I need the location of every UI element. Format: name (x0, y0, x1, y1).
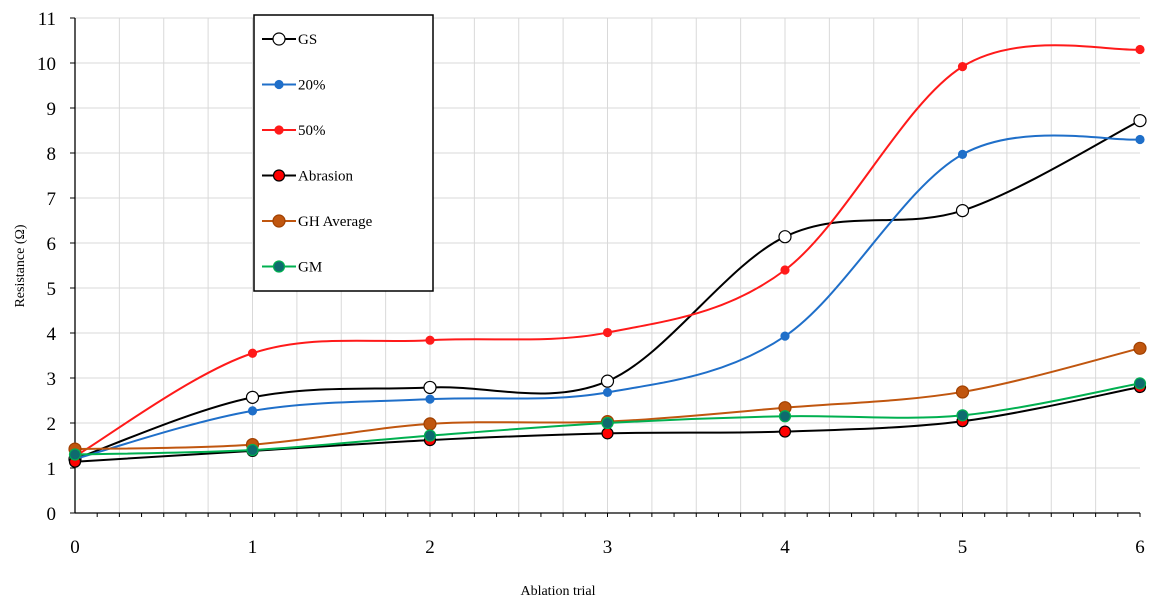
data-point (423, 380, 437, 395)
data-point (957, 149, 968, 159)
legend-label: GM (298, 260, 322, 276)
y-tick-label: 9 (47, 99, 57, 120)
legend-label: 50% (298, 123, 326, 139)
data-point (1135, 44, 1145, 55)
data-point (423, 417, 437, 431)
y-tick-label: 3 (47, 369, 57, 390)
data-point (425, 335, 435, 345)
data-point (955, 385, 970, 399)
y-tick-labels: 0 1 2 3 4 5 6 7 8 9 10 11 (37, 9, 57, 525)
y-tick-label: 6 (47, 234, 57, 255)
data-point (602, 387, 613, 397)
data-point (955, 204, 970, 218)
y-axis-title: Resistance (Ω) (13, 224, 28, 307)
x-tick-label: 0 (70, 537, 80, 558)
y-tick-label: 4 (47, 324, 57, 345)
data-point (601, 416, 614, 430)
y-tick-label: 1 (47, 459, 57, 480)
legend-swatch-marker (274, 79, 284, 90)
x-tick-labels: 0 1 2 3 4 5 6 (70, 537, 1145, 558)
legend-item: 50% (262, 123, 326, 139)
x-tick-label: 1 (248, 537, 258, 558)
y-tick-label: 8 (47, 144, 57, 165)
legend-swatch-marker (272, 214, 286, 228)
series-gm (68, 377, 1147, 461)
data-point (247, 348, 258, 358)
legend: GS 20% 50% Abrasion GH Average GM (253, 14, 434, 292)
y-tick-label: 5 (47, 279, 57, 300)
legend-box (253, 14, 434, 292)
y-tick-label: 11 (38, 9, 56, 30)
legend-label: GS (298, 32, 317, 48)
legend-swatch-marker (272, 260, 286, 273)
legend-label: 20% (298, 78, 326, 94)
legend-swatch-marker (274, 125, 284, 135)
series-layer (68, 44, 1147, 468)
data-point (780, 331, 790, 341)
data-point (423, 429, 437, 442)
legend-item: GS (262, 32, 317, 48)
y-tick-label: 0 (47, 504, 57, 525)
axes (70, 17, 1141, 517)
data-point (247, 406, 258, 416)
y-tick-label: 2 (47, 414, 57, 435)
data-point (1133, 113, 1147, 128)
data-point (778, 425, 792, 438)
legend-swatch-marker (272, 32, 286, 46)
x-tick-label: 6 (1135, 537, 1145, 558)
legend-label: Abrasion (298, 169, 353, 185)
data-point (600, 374, 615, 388)
x-tick-label: 5 (958, 537, 968, 558)
data-point (245, 390, 260, 404)
data-point (601, 427, 614, 440)
legend-item: 20% (262, 78, 326, 94)
data-point (246, 443, 259, 457)
y-tick-label: 7 (47, 189, 57, 210)
data-point (956, 409, 969, 422)
x-tick-label: 3 (603, 537, 613, 558)
data-point (1133, 377, 1147, 390)
x-axis-title: Ablation trial (520, 584, 595, 599)
x-tick-label: 4 (780, 537, 790, 558)
y-tick-label: 10 (37, 54, 56, 75)
data-point (778, 230, 792, 244)
data-point (602, 327, 613, 338)
data-point (425, 394, 435, 404)
data-point (1133, 341, 1147, 355)
legend-item: GM (262, 260, 322, 276)
data-point (68, 448, 82, 461)
data-point (957, 61, 968, 72)
x-tick-label: 2 (425, 537, 435, 558)
data-point (780, 265, 790, 275)
data-point (1135, 134, 1145, 145)
legend-swatch-marker (272, 169, 286, 182)
data-point (778, 410, 792, 423)
legend-label: GH Average (298, 214, 373, 230)
legend-item: GH Average (262, 214, 373, 230)
legend-item: Abrasion (262, 169, 353, 185)
